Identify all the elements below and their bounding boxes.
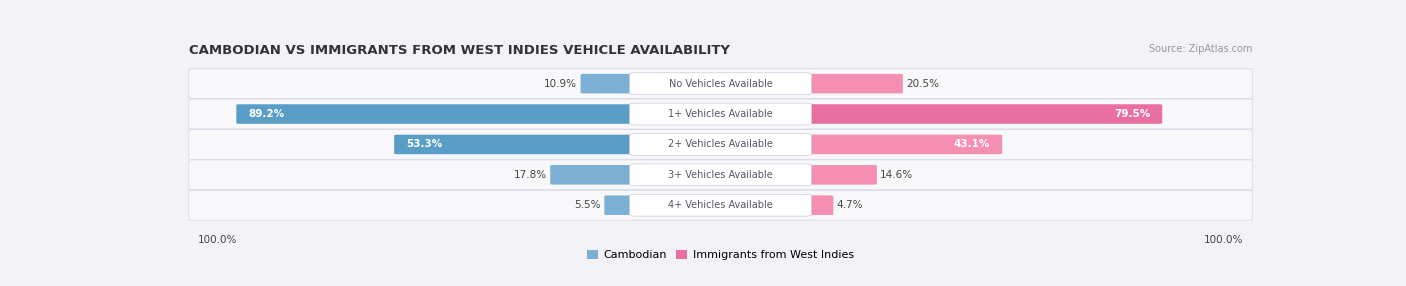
Text: 4+ Vehicles Available: 4+ Vehicles Available xyxy=(668,200,773,210)
Text: 20.5%: 20.5% xyxy=(905,79,939,89)
FancyBboxPatch shape xyxy=(188,190,1253,220)
Text: Source: ZipAtlas.com: Source: ZipAtlas.com xyxy=(1149,44,1253,54)
FancyBboxPatch shape xyxy=(630,73,811,95)
FancyBboxPatch shape xyxy=(581,74,636,94)
Text: No Vehicles Available: No Vehicles Available xyxy=(669,79,772,89)
Text: 53.3%: 53.3% xyxy=(406,140,443,149)
Text: 5.5%: 5.5% xyxy=(575,200,600,210)
Text: 43.1%: 43.1% xyxy=(953,140,990,149)
FancyBboxPatch shape xyxy=(236,104,636,124)
FancyBboxPatch shape xyxy=(630,134,811,155)
FancyBboxPatch shape xyxy=(605,195,636,215)
Text: 79.5%: 79.5% xyxy=(1114,109,1150,119)
Text: 2+ Vehicles Available: 2+ Vehicles Available xyxy=(668,140,773,149)
Text: 1+ Vehicles Available: 1+ Vehicles Available xyxy=(668,109,773,119)
Text: 10.9%: 10.9% xyxy=(544,79,578,89)
FancyBboxPatch shape xyxy=(188,160,1253,190)
FancyBboxPatch shape xyxy=(394,135,636,154)
Text: 17.8%: 17.8% xyxy=(513,170,547,180)
FancyBboxPatch shape xyxy=(806,165,877,184)
FancyBboxPatch shape xyxy=(806,74,903,94)
Text: 100.0%: 100.0% xyxy=(197,235,238,245)
FancyBboxPatch shape xyxy=(806,195,834,215)
FancyBboxPatch shape xyxy=(188,99,1253,129)
FancyBboxPatch shape xyxy=(188,130,1253,159)
FancyBboxPatch shape xyxy=(630,164,811,186)
Text: 4.7%: 4.7% xyxy=(837,200,863,210)
Text: 100.0%: 100.0% xyxy=(1204,235,1244,245)
FancyBboxPatch shape xyxy=(188,69,1253,99)
FancyBboxPatch shape xyxy=(630,103,811,125)
Text: 89.2%: 89.2% xyxy=(249,109,284,119)
Text: CAMBODIAN VS IMMIGRANTS FROM WEST INDIES VEHICLE AVAILABILITY: CAMBODIAN VS IMMIGRANTS FROM WEST INDIES… xyxy=(188,44,730,57)
Text: 3+ Vehicles Available: 3+ Vehicles Available xyxy=(668,170,773,180)
FancyBboxPatch shape xyxy=(550,165,636,184)
FancyBboxPatch shape xyxy=(806,135,1002,154)
Legend: Cambodian, Immigrants from West Indies: Cambodian, Immigrants from West Indies xyxy=(588,250,853,260)
FancyBboxPatch shape xyxy=(630,194,811,216)
FancyBboxPatch shape xyxy=(806,104,1163,124)
Text: 14.6%: 14.6% xyxy=(880,170,914,180)
